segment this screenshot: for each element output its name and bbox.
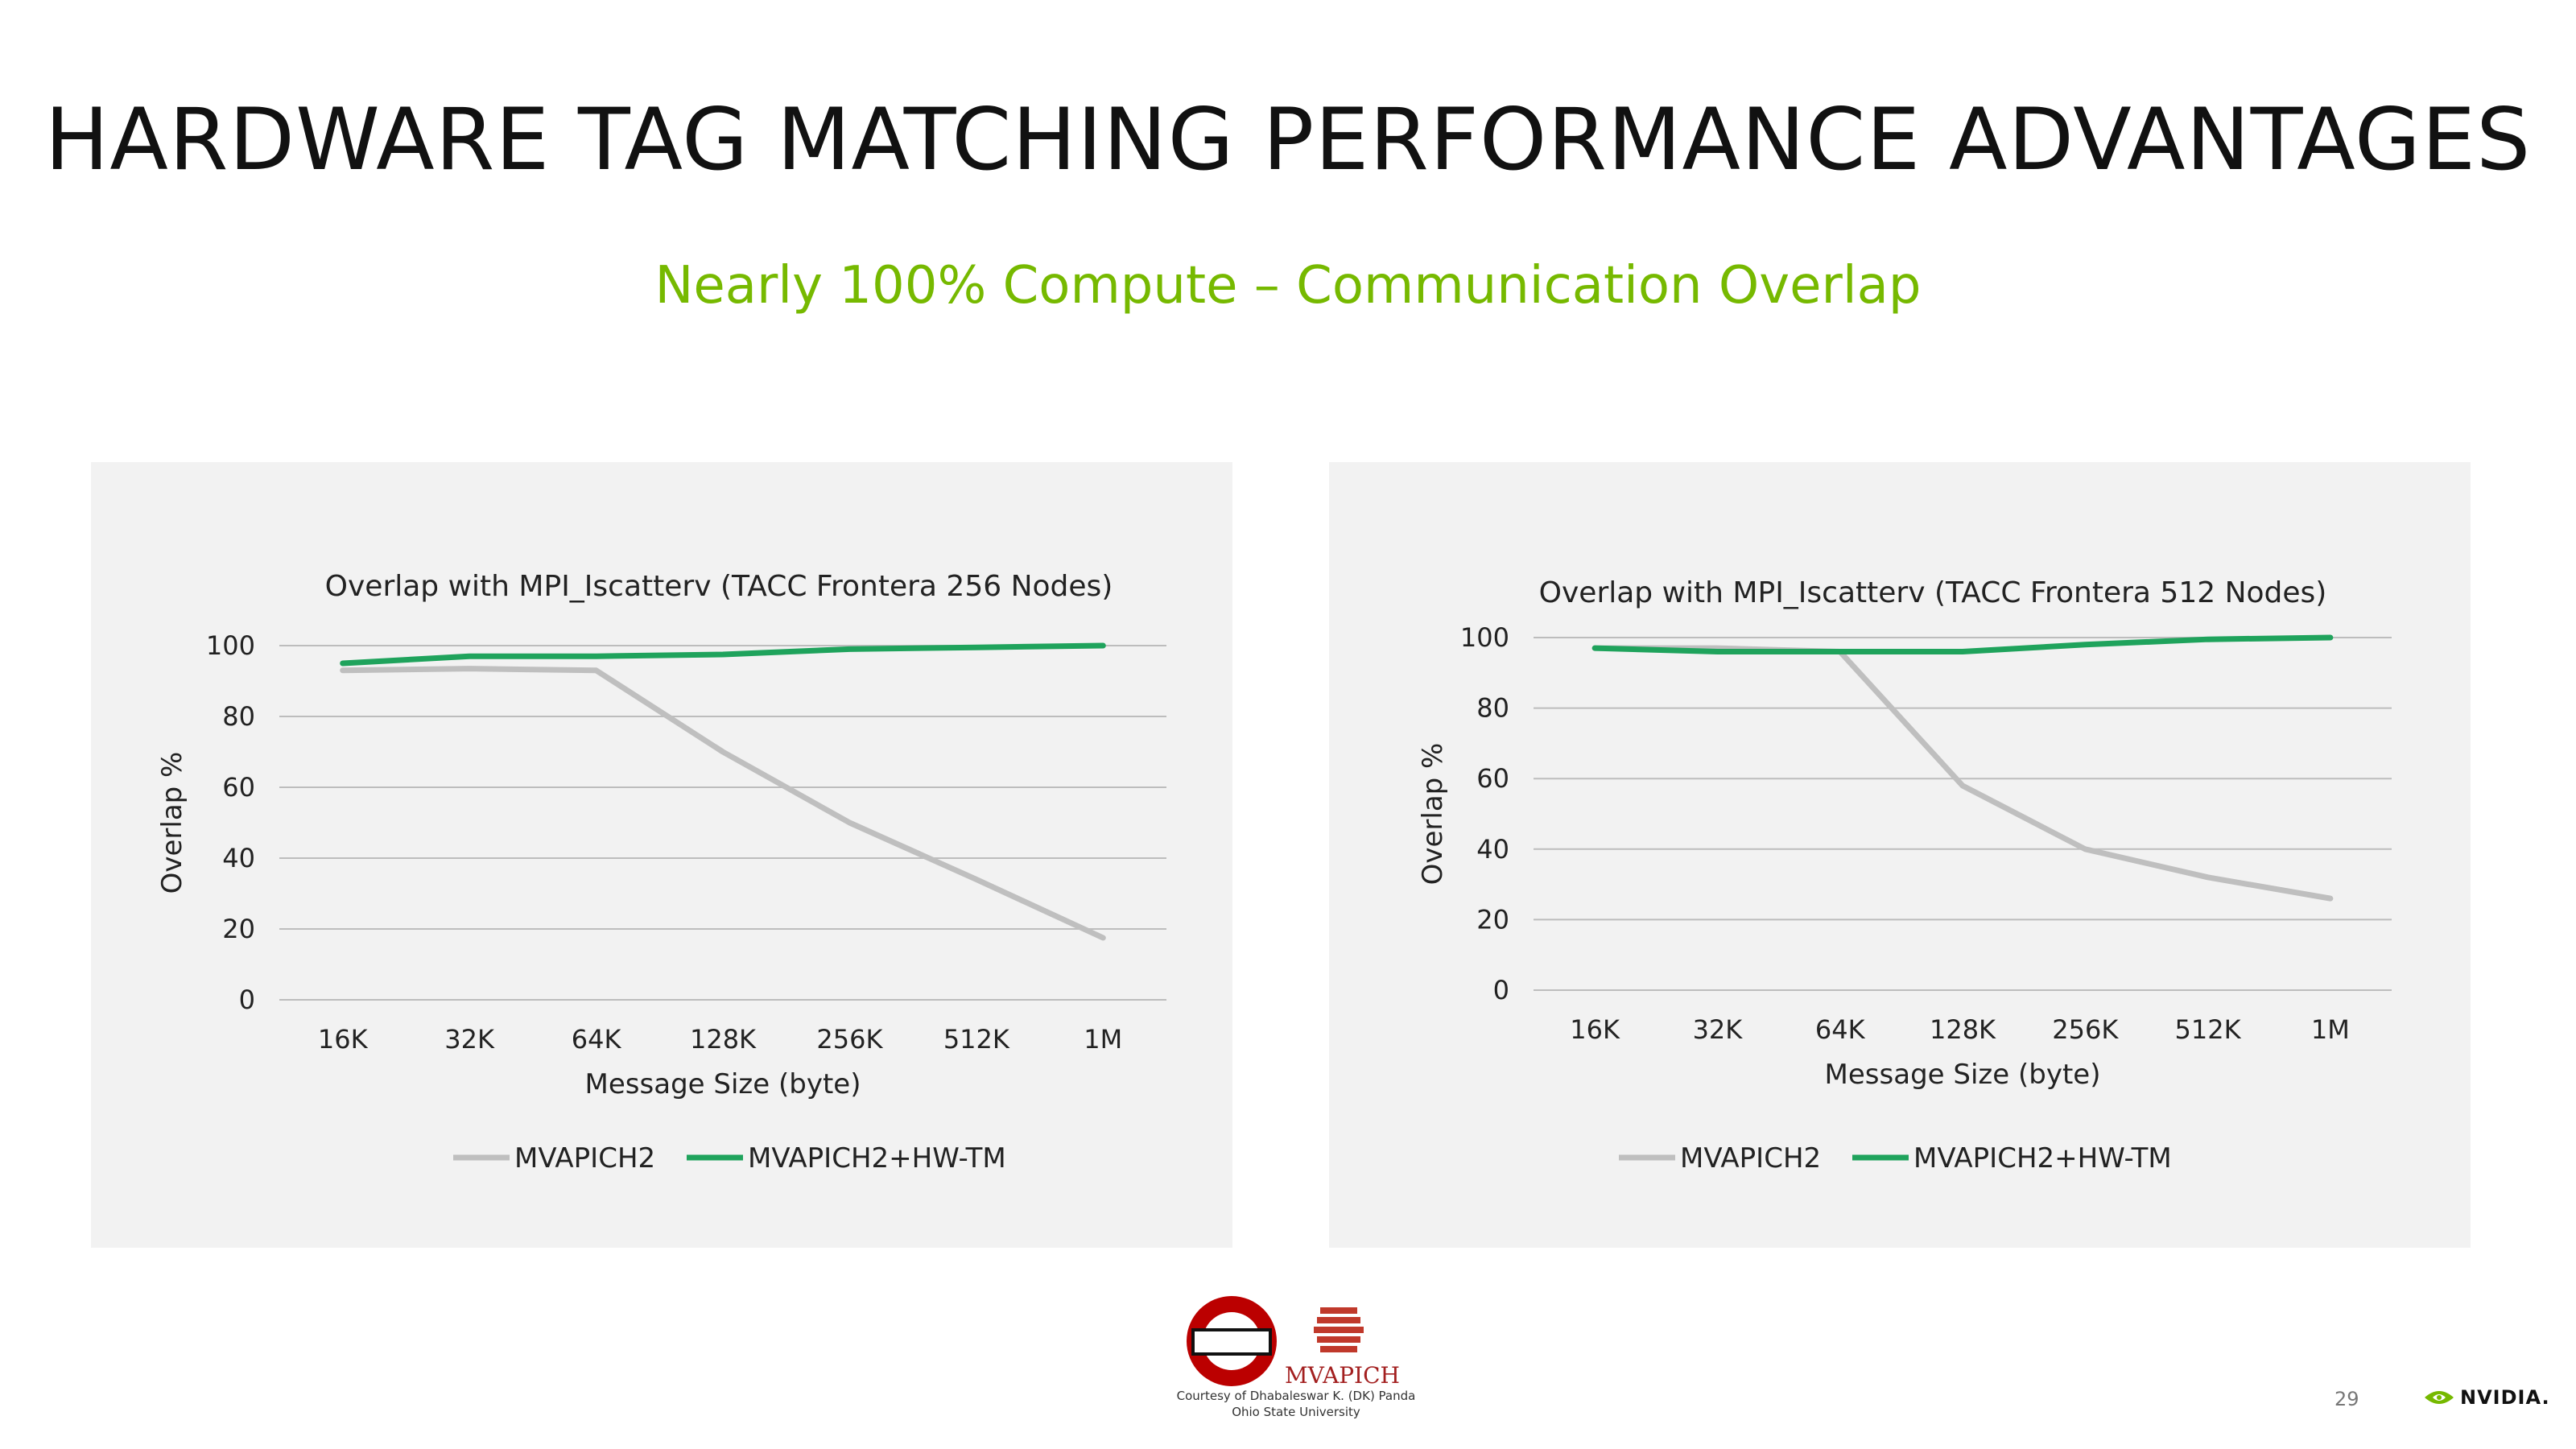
legend-label: MVAPICH2+HW-TM bbox=[1913, 1142, 2172, 1174]
x-tick-label: 64K bbox=[572, 1024, 622, 1055]
y-axis-label: Overlap % bbox=[156, 752, 188, 894]
x-tick-label: 256K bbox=[2052, 1014, 2119, 1045]
y-tick-label: 40 bbox=[1476, 834, 1509, 865]
x-tick-label: 32K bbox=[444, 1024, 495, 1055]
slide-title: HARDWARE TAG MATCHING PERFORMANCE ADVANT… bbox=[44, 90, 2532, 189]
chart-title: Overlap with MPI_Iscatterv (TACC Fronter… bbox=[325, 570, 1113, 603]
courtesy-text: Courtesy of Dhabaleswar K. (DK) Panda Oh… bbox=[1127, 1388, 1465, 1420]
x-tick-label: 128K bbox=[690, 1024, 757, 1055]
legend-label: MVAPICH2+HW-TM bbox=[748, 1142, 1006, 1174]
series-line-mvapich2 bbox=[340, 666, 1106, 941]
legend-label: MVAPICH2 bbox=[514, 1142, 655, 1174]
x-tick-label: 16K bbox=[318, 1024, 369, 1055]
slide-subtitle: Nearly 100% Compute – Communication Over… bbox=[654, 256, 1922, 316]
x-tick-label: 512K bbox=[943, 1024, 1010, 1055]
y-tick-label: 0 bbox=[239, 985, 255, 1015]
y-tick-label: 20 bbox=[1476, 904, 1509, 935]
x-tick-label: 1M bbox=[2311, 1014, 2350, 1045]
courtesy-line-2: Ohio State University bbox=[1232, 1405, 1360, 1419]
x-tick-label: 1M bbox=[1084, 1024, 1122, 1055]
chart-title: Overlap with MPI_Iscatterv (TACC Fronter… bbox=[1539, 576, 2327, 609]
y-tick-label: 80 bbox=[222, 701, 255, 732]
series-line-mvapich2-hw-tm bbox=[1591, 634, 2334, 655]
chart-svg-512-nodes: Overlap with MPI_Iscatterv (TACC Fronter… bbox=[1417, 576, 2392, 1174]
x-axis-label: Message Size (byte) bbox=[1825, 1059, 2101, 1091]
x-tick-label: 32K bbox=[1693, 1014, 1744, 1045]
nvidia-eye-icon bbox=[2425, 1391, 2454, 1404]
series-line-mvapich2-hw-tm bbox=[340, 642, 1106, 667]
page-number: 29 bbox=[2334, 1388, 2359, 1410]
y-tick-label: 60 bbox=[222, 772, 255, 803]
x-tick-label: 256K bbox=[816, 1024, 883, 1055]
y-tick-label: 0 bbox=[1493, 975, 1509, 1005]
chart-panel-256-nodes: Overlap with MPI_Iscatterv (TACC Fronter… bbox=[91, 462, 1232, 1248]
y-tick-label: 100 bbox=[1460, 622, 1509, 653]
nvidia-wordmark: NVIDIA. bbox=[2460, 1386, 2550, 1409]
courtesy-line-1: Courtesy of Dhabaleswar K. (DK) Panda bbox=[1176, 1389, 1416, 1403]
chart-panel-512-nodes: Overlap with MPI_Iscatterv (TACC Fronter… bbox=[1329, 462, 2471, 1248]
x-axis-label: Message Size (byte) bbox=[585, 1068, 861, 1100]
y-axis-label: Overlap % bbox=[1417, 743, 1449, 886]
mvapich-logo-text: MVAPICH bbox=[1285, 1362, 1400, 1389]
legend-label: MVAPICH2 bbox=[1680, 1142, 1821, 1174]
x-tick-label: 128K bbox=[1930, 1014, 1996, 1045]
y-tick-label: 80 bbox=[1476, 693, 1509, 724]
y-tick-label: 60 bbox=[1476, 763, 1509, 794]
nvidia-logo: NVIDIA. bbox=[2423, 1386, 2550, 1409]
y-tick-label: 100 bbox=[206, 630, 255, 661]
ohio-state-logo bbox=[1187, 1296, 1364, 1386]
x-tick-label: 512K bbox=[2175, 1014, 2242, 1045]
y-tick-label: 40 bbox=[222, 843, 255, 873]
x-tick-label: 16K bbox=[1570, 1014, 1620, 1045]
chart-svg-256-nodes: Overlap with MPI_Iscatterv (TACC Fronter… bbox=[156, 570, 1166, 1174]
x-tick-label: 64K bbox=[1815, 1014, 1866, 1045]
y-tick-label: 20 bbox=[222, 914, 255, 944]
series-line-mvapich2 bbox=[1591, 645, 2334, 902]
